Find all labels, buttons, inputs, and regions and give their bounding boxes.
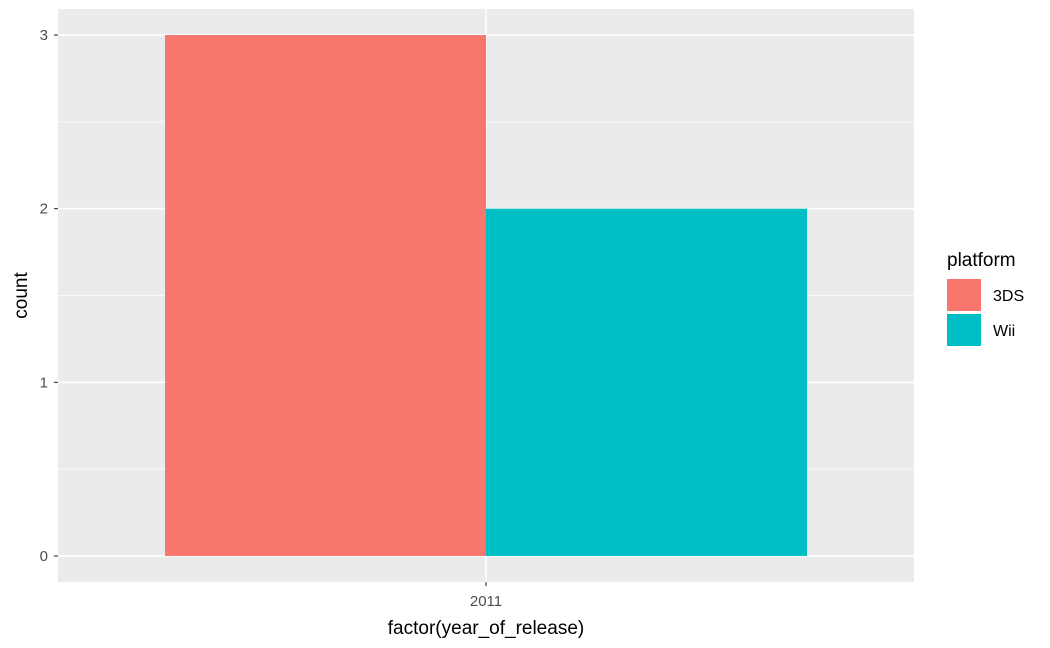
legend-label-3ds: 3DS	[993, 288, 1024, 305]
x-axis: 2011	[470, 582, 502, 610]
legend-key-3ds	[947, 279, 981, 311]
y-axis-title: count	[11, 272, 32, 319]
y-tick-label: 3	[40, 27, 48, 44]
y-tick-label: 1	[40, 374, 48, 391]
x-tick-label: 2011	[470, 593, 502, 610]
bar-3ds	[165, 35, 486, 556]
legend-key-wii	[947, 314, 981, 346]
legend-title: platform	[947, 250, 1016, 271]
y-tick-label: 0	[40, 548, 48, 565]
legend: platform 3DS Wii	[947, 250, 1024, 346]
x-axis-title: factor(year_of_release)	[388, 618, 584, 639]
bars	[165, 35, 807, 556]
y-tick-label: 2	[40, 201, 48, 218]
legend-entries: 3DS Wii	[947, 279, 1024, 346]
legend-label-wii: Wii	[993, 323, 1015, 340]
bar-wii	[486, 208, 807, 556]
y-axis: 0 1 2 3	[40, 27, 58, 565]
